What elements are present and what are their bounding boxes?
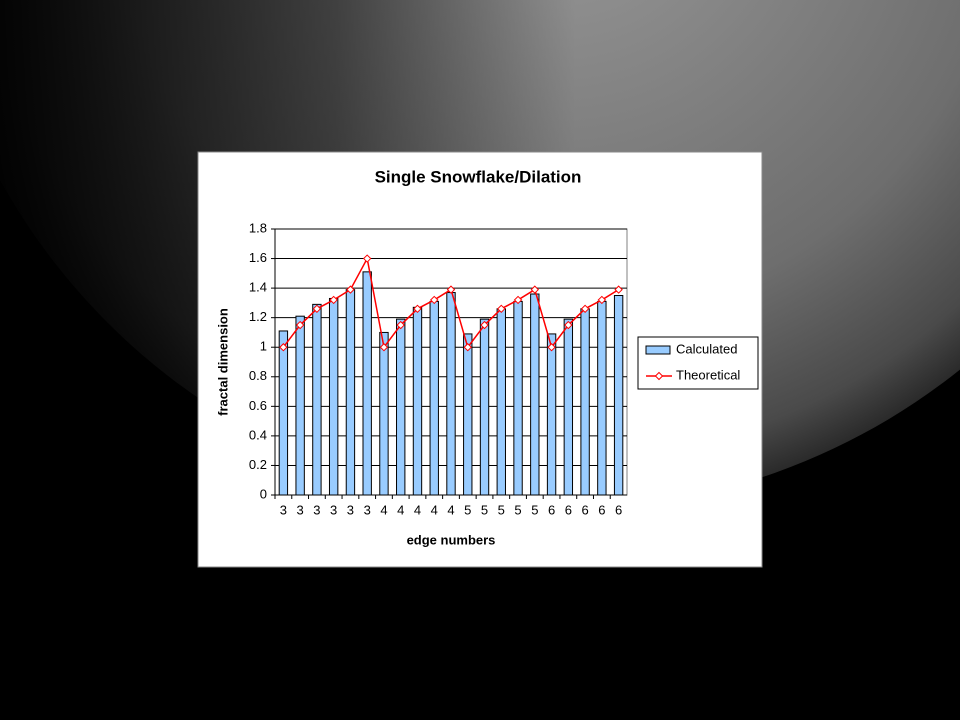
line-marker <box>480 320 489 330</box>
bar <box>312 303 322 496</box>
x-tick-label: 4 <box>397 502 404 517</box>
bar <box>412 306 423 496</box>
y-tick-label: 1.4 <box>249 280 267 295</box>
line-marker <box>430 295 439 305</box>
x-tick-label: 4 <box>380 502 387 517</box>
line-marker <box>346 285 355 294</box>
bar <box>463 333 473 496</box>
legend-label: Theoretical <box>676 367 740 382</box>
bar <box>345 289 356 496</box>
y-tick-label: 1 <box>260 339 267 354</box>
line-marker <box>597 295 607 305</box>
line-marker <box>564 320 573 330</box>
x-tick-label: 6 <box>598 502 605 517</box>
y-tick-label: 1.6 <box>249 250 267 265</box>
line-marker <box>279 343 288 352</box>
chart: Single Snowflake/Dilation edge numbers f… <box>197 151 763 568</box>
x-tick-label: 6 <box>548 502 555 517</box>
legend-marker <box>654 371 664 381</box>
y-tick-label: 1.8 <box>249 220 267 235</box>
bar <box>362 271 372 496</box>
x-tick-label: 4 <box>414 502 421 517</box>
legend-swatch <box>645 345 671 355</box>
line-marker <box>362 254 372 263</box>
bar <box>429 300 439 496</box>
x-tick-label: 4 <box>431 502 438 517</box>
line-marker <box>446 285 456 294</box>
line-marker <box>379 343 389 352</box>
bar <box>496 308 506 496</box>
chart-title: Single Snowflake/Dilation <box>375 167 582 186</box>
line-marker <box>497 304 506 314</box>
bar <box>278 330 289 496</box>
y-tick-label: 1.2 <box>249 309 267 324</box>
line-marker <box>580 304 590 314</box>
legend-label: Calculated <box>676 341 737 356</box>
x-tick-label: 5 <box>514 502 521 517</box>
x-tick-label: 6 <box>565 502 572 517</box>
bar <box>396 318 406 496</box>
bar <box>446 292 456 496</box>
bar <box>295 315 305 496</box>
x-tick-label: 5 <box>481 502 488 517</box>
bar <box>613 295 624 496</box>
x-tick-label: 5 <box>531 502 538 517</box>
line-marker <box>530 285 540 294</box>
line-marker <box>329 295 338 305</box>
line-marker <box>312 304 322 314</box>
line-marker <box>614 285 623 294</box>
line-marker <box>463 343 472 352</box>
x-tick-label: 4 <box>447 502 454 517</box>
bar <box>546 333 557 496</box>
bar <box>597 300 607 496</box>
line-marker <box>547 343 556 352</box>
bar <box>513 300 523 496</box>
bar <box>379 331 389 496</box>
x-tick-label: 3 <box>364 502 371 517</box>
y-tick-label: 0.8 <box>249 368 267 383</box>
x-tick-label: 3 <box>280 502 287 517</box>
bar <box>530 293 540 496</box>
bar <box>563 318 574 496</box>
line-marker <box>396 320 405 330</box>
bar <box>479 318 490 496</box>
y-tick-label: 0.2 <box>249 457 267 472</box>
x-tick-label: 3 <box>297 502 304 517</box>
y-axis-title: fractal dimension <box>215 308 230 416</box>
line-marker <box>513 295 523 305</box>
line-marker <box>413 304 422 314</box>
bar <box>328 297 339 496</box>
x-tick-label: 3 <box>313 502 320 517</box>
x-tick-label: 3 <box>330 502 337 517</box>
y-tick-label: 0.4 <box>249 427 267 442</box>
y-tick-label: 0.6 <box>249 398 267 413</box>
y-tick-label: 0 <box>260 486 267 501</box>
bar <box>580 308 590 496</box>
x-tick-label: 5 <box>498 502 505 517</box>
x-axis-title: edge numbers <box>407 532 496 547</box>
x-tick-label: 3 <box>347 502 354 517</box>
x-tick-label: 5 <box>464 502 471 517</box>
line-marker <box>295 320 305 330</box>
x-tick-label: 6 <box>615 502 622 517</box>
x-tick-label: 6 <box>581 502 588 517</box>
